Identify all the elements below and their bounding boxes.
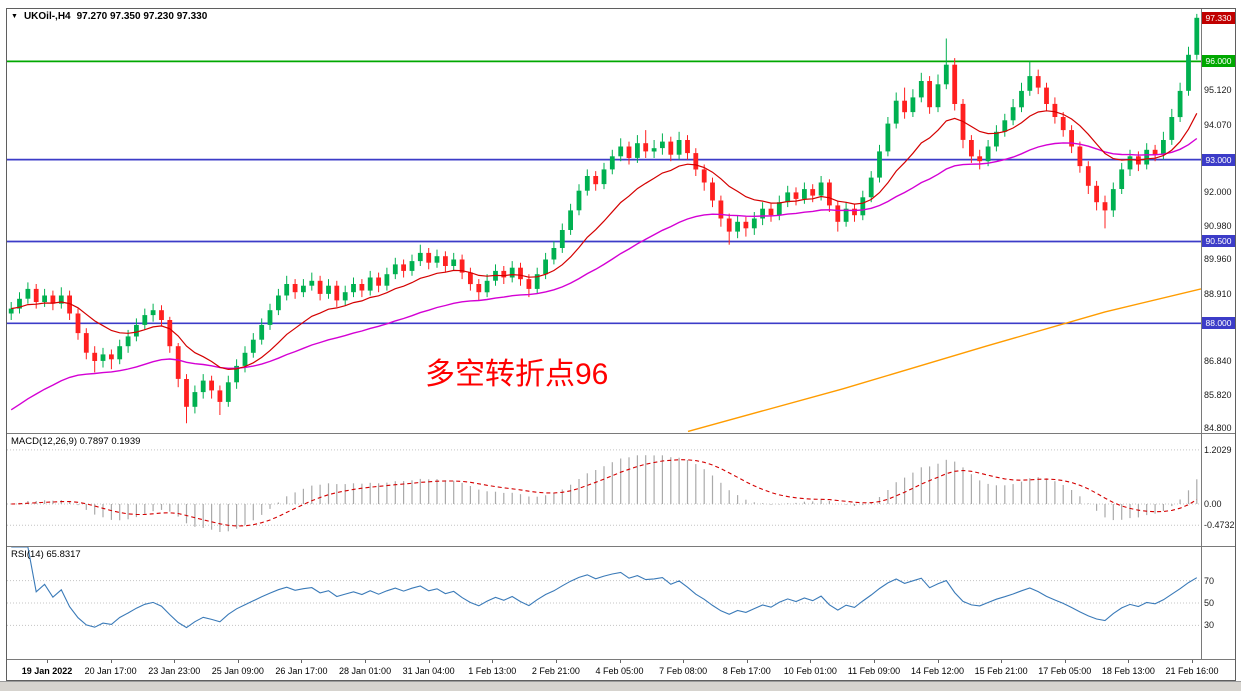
time-axis-label: 14 Feb 12:00 [911,666,965,676]
time-tick [746,660,748,663]
ma-fast-line [11,110,1198,371]
hline-price-badge: 96.000 [1202,55,1235,68]
price-axis-label: 94.070 [1204,119,1232,130]
time-axis-label: 2 Feb 21:00 [531,666,580,676]
time-tick [428,660,430,663]
rsi-axis-label: 70 [1204,575,1215,586]
status-bar [0,681,1241,691]
time-axis-label: 4 Feb 05:00 [595,666,644,676]
rsi-line [11,547,1198,629]
macd-histogram [18,455,1198,532]
time-axis-label: 28 Jan 01:00 [339,666,392,676]
chart-window: ▼ UKOil-,H4 97.270 97.350 97.230 97.330 … [6,8,1236,681]
time-axis-label: 15 Feb 21:00 [974,666,1028,676]
time-tick [174,660,176,663]
time-tick [619,660,621,663]
time-tick [683,660,685,663]
time-axis-label: 7 Feb 08:00 [659,666,708,676]
time-axis-label: 26 Jan 17:00 [275,666,328,676]
ohlc-values: 97.270 97.350 97.230 97.330 [76,11,208,22]
macd-axis-label: 0.00 [1204,499,1222,509]
annotation-text[interactable]: 多空转折点96 [425,358,609,391]
price-axis-label: 86.840 [1204,356,1232,367]
price-axis-label: 92.000 [1204,187,1232,198]
rsi-panel[interactable]: RSI(14) 65.8317 [7,546,1202,659]
price-axis-label: 90.980 [1204,220,1232,231]
time-axis-label: 19 Jan 2022 [21,666,73,676]
time-axis-label: 10 Feb 01:00 [783,666,837,676]
price-axis-label: 95.120 [1204,85,1232,96]
time-axis[interactable]: 19 Jan 2022 20 Jan 17:00 23 Jan 23:00 25 Ja… [7,659,1235,680]
time-tick [301,660,303,663]
time-tick [810,660,812,663]
time-tick [873,660,875,663]
rsi-axis-label: 30 [1204,620,1215,631]
time-axis-label: 11 Feb 09:00 [847,666,901,676]
time-tick [1128,660,1130,663]
price-axis-label: 85.820 [1204,389,1232,400]
time-tick [1192,660,1193,663]
time-axis-label: 1 Feb 13:00 [468,666,517,676]
candlestick-svg [7,13,1201,433]
price-axis-label: 88.910 [1204,288,1232,299]
macd-signal-line [11,459,1198,527]
macd-axis[interactable]: 1.2029 0.00 -0.4732 [1202,433,1235,546]
macd-panel[interactable]: MACD(12,26,9) 0.7897 0.1939 [7,433,1202,546]
time-axis-label: 21 Feb 16:00 [1165,666,1219,676]
time-axis-label: 18 Feb 13:00 [1101,666,1155,676]
hline-price-badge: 90.500 [1202,235,1235,248]
macd-svg [7,449,1201,532]
time-tick [110,660,112,663]
hline-price-badge: 88.000 [1202,317,1235,330]
time-tick [47,660,48,663]
time-axis-label: 20 Jan 17:00 [84,666,137,676]
time-tick [1064,660,1066,663]
macd-axis-label: 1.2029 [1204,444,1232,455]
current-price-badge: 97.330 [1202,11,1235,24]
time-tick [365,660,367,663]
time-tick [1001,660,1003,663]
symbol-period-label: UKOil-,H4 [23,11,71,22]
ma-mid-line [10,137,1198,411]
hline-price-badge: 93.000 [1202,153,1235,166]
time-tick [555,660,557,663]
time-axis-label: 17 Feb 05:00 [1038,666,1092,676]
price-axis-label: 89.960 [1204,254,1232,265]
time-tick [937,660,939,663]
rsi-label: RSI(14) 65.8317 [11,549,81,560]
time-axis-label: 8 Feb 17:00 [722,666,771,676]
rsi-svg [7,547,1201,629]
chart-title: ▼ UKOil-,H4 97.270 97.350 97.230 97.330 [11,11,207,22]
macd-axis-label: -0.4732 [1204,520,1235,531]
macd-label: MACD(12,26,9) 0.7897 0.1939 [11,436,141,447]
rsi-axis[interactable]: 70 50 30 [1202,546,1235,659]
rsi-axis-label: 50 [1204,598,1215,608]
ma-slow-line [687,288,1201,433]
time-axis-label: 31 Jan 04:00 [402,666,455,676]
time-axis-label: 23 Jan 23:00 [148,666,201,676]
price-axis[interactable]: 95.120 94.070 92.000 90.980 89.960 88.910 86.8… [1202,9,1235,433]
time-tick [492,660,494,663]
price-axis-label: 84.800 [1204,423,1232,434]
time-tick [237,660,239,663]
symbol-marker-icon[interactable]: ▼ [11,12,18,20]
time-axis-label: 25 Jan 09:00 [211,666,264,676]
price-chart[interactable]: ▼ UKOil-,H4 97.270 97.350 97.230 97.330 … [7,9,1202,433]
